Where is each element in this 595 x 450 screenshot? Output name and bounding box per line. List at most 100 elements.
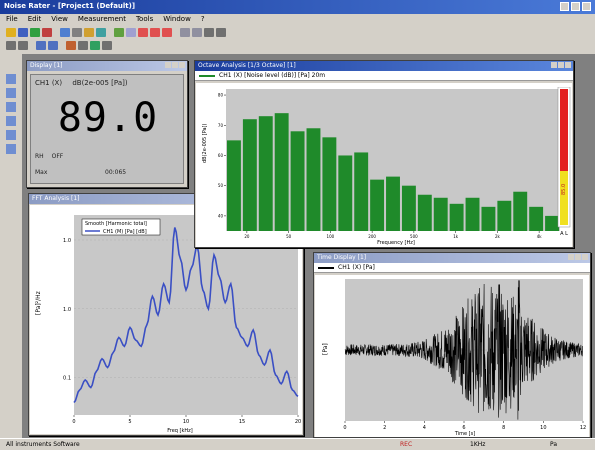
spectrum-legend-title: Smooth [Harmonic total] (85, 221, 147, 227)
octave-bar (433, 197, 448, 231)
spectrum-legend-box (81, 218, 161, 236)
win-min-icon[interactable] (165, 62, 171, 68)
spectrum-ylabel: [Pa]²/Hz (35, 291, 42, 315)
menu-file[interactable]: File (6, 15, 18, 23)
level-icon[interactable] (60, 28, 70, 37)
octave-bar (465, 197, 480, 231)
menu-view[interactable]: View (51, 15, 68, 23)
status-2-value: 00:065 (105, 169, 127, 176)
minimize-button[interactable] (560, 2, 569, 11)
octave-ytick-label: 60 (218, 153, 224, 158)
octave-bar (322, 137, 337, 231)
maximize-button[interactable] (571, 2, 580, 11)
marker2-icon[interactable] (150, 28, 160, 37)
octave-ytick-label: 70 (218, 123, 224, 128)
octave-window-titlebar[interactable]: Octave Analysis [1/3 Octave] [1] (195, 61, 573, 71)
win-max-icon[interactable] (172, 62, 178, 68)
menu-measurement[interactable]: Measurement (77, 15, 126, 23)
menu-tools[interactable]: Tools (135, 15, 154, 23)
spectrum-xlabel: Freq [kHz] (167, 428, 193, 434)
octave-window[interactable]: Octave Analysis [1/3 Octave] [1] CH1 (X)… (194, 60, 574, 248)
status-2-key: Max (35, 169, 48, 176)
level-display-window[interactable]: Display [1] CH1 (X) dB(2e-005 [Pa]) 89.0… (26, 60, 188, 188)
octave-window-title: Octave Analysis [1/3 Octave] [1] (198, 62, 296, 69)
wave-icon[interactable] (6, 102, 16, 112)
window-icon[interactable] (18, 41, 28, 50)
new-icon[interactable] (30, 28, 40, 37)
filter-icon[interactable] (66, 41, 76, 50)
zoom-icon[interactable] (126, 28, 136, 37)
win-close-icon[interactable] (582, 254, 588, 260)
level-window-title: Display [1] (30, 62, 63, 69)
menu-edit[interactable]: Edit (27, 15, 42, 23)
level-window-titlebar[interactable]: Display [1] (27, 61, 187, 71)
copy-icon[interactable] (216, 28, 226, 37)
status-1-key: RH (35, 153, 44, 160)
fft-icon[interactable] (84, 28, 94, 37)
spectrum-ytick-label: 0.1 (63, 376, 71, 382)
octave-xtick-label: 20 (244, 234, 250, 239)
win-close-icon[interactable] (565, 62, 571, 68)
lvl-icon[interactable] (6, 74, 16, 84)
marker3-icon[interactable] (162, 28, 172, 37)
octave-xtick-label: 100 (327, 234, 335, 239)
save-icon[interactable] (18, 28, 28, 37)
win-max-icon[interactable] (575, 254, 581, 260)
win-close-icon[interactable] (179, 62, 185, 68)
octave-bar (306, 128, 321, 231)
meter-icon[interactable] (6, 116, 16, 126)
spectrum-ytick-label: 1.0 (63, 307, 71, 313)
filter-icon[interactable] (6, 130, 16, 140)
fft-icon[interactable] (6, 88, 16, 98)
spectrum-legend-label: CH1 (M) [Pa] [dB] (103, 229, 147, 235)
calibrate-icon[interactable] (90, 41, 100, 50)
menu-window[interactable]: Window (163, 15, 191, 23)
menu-[interactable]: ? (200, 15, 205, 23)
record-icon[interactable] (42, 28, 52, 37)
spectrum-ytick-label: 1.0 (63, 238, 71, 244)
toolbar-secondary (0, 39, 595, 52)
print-icon[interactable] (204, 28, 214, 37)
octave-ytick-label: 50 (218, 183, 224, 188)
spectrum-xtick-label: 0 (72, 419, 75, 425)
data-icon[interactable] (6, 144, 16, 154)
status-bar: All instruments Software REC 1KHz Pa (0, 438, 595, 450)
octave-legend: CH1 (X) [Noise level (dB)] [Pa] 20m (195, 71, 573, 81)
octave-bar (417, 194, 432, 231)
octave-icon[interactable] (96, 28, 106, 37)
table-icon[interactable] (192, 28, 202, 37)
spectrum-window-title: FFT Analysis [1] (32, 195, 80, 202)
octave-xtick-label: 500 (410, 234, 418, 239)
open-icon[interactable] (6, 28, 16, 37)
win-min-icon[interactable] (551, 62, 557, 68)
time-chart[interactable]: 0 2 4 6 8 10 12 [Pa] Time [s] (315, 275, 589, 437)
win-max-icon[interactable] (558, 62, 564, 68)
octave-bar (497, 200, 512, 231)
stop-icon[interactable] (72, 28, 82, 37)
time-window[interactable]: Time Display [1] CH1 (X) [Pa] 0 2 4 6 8 10 12 … (313, 252, 591, 438)
time-xtick-label: 2 (383, 425, 386, 431)
status-mid: 1KHz (470, 441, 486, 448)
help-icon[interactable] (102, 41, 112, 50)
octave-bar (258, 116, 273, 231)
close-button[interactable] (582, 2, 591, 11)
octave-ylabel: dB(2e-005 [Pa]) (202, 123, 208, 163)
octave-bar (529, 206, 544, 231)
channel2-icon[interactable] (48, 41, 58, 50)
level-meter: 85.0 A L (557, 87, 571, 237)
spectrum-xtick-label: 5 (128, 419, 131, 425)
time-legend-swatch (318, 266, 334, 269)
marker-icon[interactable] (138, 28, 148, 37)
octave-xtick-label: 1k (453, 234, 459, 239)
meter-bottom-label: A L (560, 231, 568, 237)
grid-icon[interactable] (180, 28, 190, 37)
time-xtick-label: 6 (462, 425, 465, 431)
channel-icon[interactable] (36, 41, 46, 50)
octave-chart[interactable]: 40 50 60 70 80 20 50 100 200 500 1k 2k 4k dB(2e-005 … (196, 83, 572, 247)
octave-bar (386, 176, 400, 231)
graph-icon[interactable] (114, 28, 124, 37)
win-min-icon[interactable] (568, 254, 574, 260)
settings-icon[interactable] (78, 41, 88, 50)
time-window-titlebar[interactable]: Time Display [1] (314, 253, 590, 263)
view-icon[interactable] (6, 41, 16, 50)
